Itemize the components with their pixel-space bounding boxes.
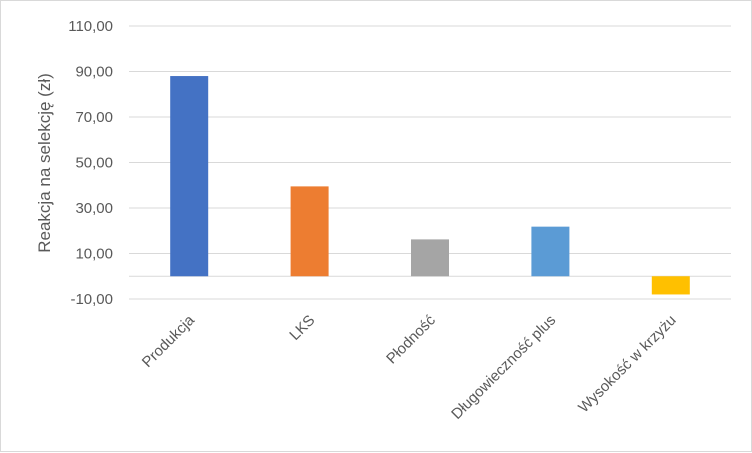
bar-0 bbox=[170, 76, 209, 277]
y-axis-label: Reakcja na selekcję (zł) bbox=[35, 73, 54, 253]
y-tick-label: -10,00 bbox=[70, 291, 113, 308]
y-tick-label: 90,00 bbox=[75, 64, 113, 81]
y-tick-label: 50,00 bbox=[75, 155, 113, 172]
category-label: Produkcja bbox=[139, 311, 199, 371]
bar-3 bbox=[531, 226, 570, 277]
category-labels: Produkcja LKS Płodność Długowieczność plus W… bbox=[139, 311, 680, 423]
category-label: Wysokość w krzyżu bbox=[575, 312, 679, 416]
bar-4 bbox=[651, 276, 690, 295]
y-tick-label: 70,00 bbox=[75, 109, 113, 126]
bar-1 bbox=[290, 186, 329, 277]
y-tick-label: 30,00 bbox=[75, 200, 113, 217]
y-tick-label: 110,00 bbox=[68, 18, 113, 35]
y-tick-label: 10,00 bbox=[75, 246, 113, 263]
category-label: LKS bbox=[286, 312, 318, 344]
bar-2 bbox=[411, 239, 449, 277]
category-label: Płodność bbox=[383, 311, 439, 367]
bars bbox=[170, 76, 690, 295]
y-tick-labels: -10,00 10,00 30,00 50,00 70,00 90,00 110,00 bbox=[68, 18, 113, 308]
category-label: Długowieczność plus bbox=[448, 312, 559, 423]
gridlines bbox=[129, 25, 731, 300]
